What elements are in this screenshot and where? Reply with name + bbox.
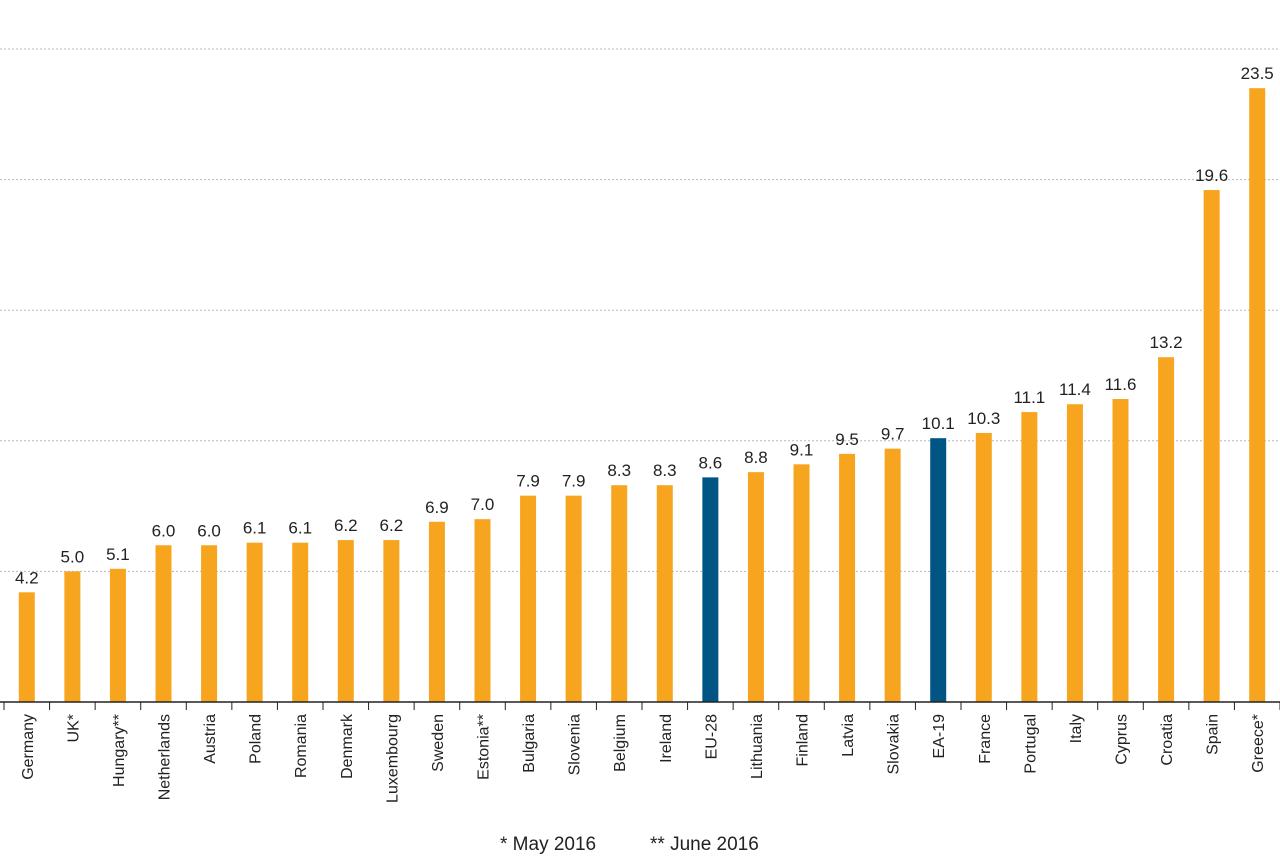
category-label: Denmark xyxy=(339,713,356,779)
value-label: 10.3 xyxy=(967,409,1000,428)
value-label: 5.1 xyxy=(106,545,130,564)
value-label: 11.4 xyxy=(1059,380,1091,399)
value-label: 9.5 xyxy=(835,430,859,449)
category-label: Germany xyxy=(20,714,37,780)
bar-uk xyxy=(64,571,81,702)
value-label: 9.7 xyxy=(881,425,905,444)
category-label: Austria xyxy=(202,714,219,764)
bar-lithuania xyxy=(747,472,764,702)
bar-hungary xyxy=(109,568,126,702)
category-label: Hungary** xyxy=(111,714,128,787)
value-label: 11.6 xyxy=(1105,375,1137,394)
value-label: 7.9 xyxy=(516,472,540,491)
value-label: 6.2 xyxy=(380,516,404,535)
category-label: Belgium xyxy=(612,714,629,772)
footnote-may: * May 2016 xyxy=(500,834,596,855)
bar-bulgaria xyxy=(520,495,537,702)
category-label: Slovakia xyxy=(886,714,903,775)
value-label: 19.6 xyxy=(1195,166,1228,185)
bar-ireland xyxy=(656,485,673,702)
bars xyxy=(18,88,1266,703)
bar-slovenia xyxy=(565,495,582,702)
value-label: 8.3 xyxy=(607,461,631,480)
category-label: EU-28 xyxy=(703,714,720,759)
value-labels: 4.2 5.0 5.1 6.0 6.0 6.1 6.1 6.2 6.2 6.9 7.0 7.9 7.9 8… xyxy=(15,64,1274,587)
category-label: EA-19 xyxy=(931,714,948,759)
category-label: France xyxy=(977,714,994,764)
category-label: UK* xyxy=(65,714,82,742)
value-label: 7.0 xyxy=(471,495,495,514)
value-label: 5.0 xyxy=(61,547,85,566)
value-label: 7.9 xyxy=(562,472,586,491)
category-label: Italy xyxy=(1068,714,1085,743)
value-label: 6.1 xyxy=(288,519,312,538)
bar-italy xyxy=(1066,404,1083,702)
bar-slovakia xyxy=(884,448,901,702)
bar-netherlands xyxy=(155,545,172,702)
category-label: Estonia** xyxy=(476,714,493,780)
value-label: 6.0 xyxy=(197,521,221,540)
value-label: 6.2 xyxy=(334,516,358,535)
bar-portugal xyxy=(1021,412,1038,702)
category-label: Spain xyxy=(1205,714,1222,755)
value-label: 6.0 xyxy=(152,521,176,540)
bar-latvia xyxy=(839,453,856,702)
bar-sweden xyxy=(428,521,445,702)
value-label: 8.3 xyxy=(653,461,677,480)
x-ticks xyxy=(3,702,1280,710)
bar-germany xyxy=(18,592,35,702)
bar-cyprus xyxy=(1112,399,1129,702)
category-label: Sweden xyxy=(430,714,447,772)
bar-estonia xyxy=(474,519,491,702)
value-label: 10.1 xyxy=(922,414,955,433)
value-label: 11.1 xyxy=(1013,388,1045,407)
category-label: Poland xyxy=(248,714,265,764)
bar-luxembourg xyxy=(383,540,400,702)
value-label: 8.6 xyxy=(699,453,723,472)
bar-eu-28 xyxy=(702,477,719,702)
value-label: 6.1 xyxy=(243,519,267,538)
bar-ea-19 xyxy=(930,438,947,702)
category-label: Slovenia xyxy=(567,714,584,775)
value-label: 4.2 xyxy=(15,568,39,587)
bar-denmark xyxy=(337,540,354,702)
bar-romania xyxy=(292,542,309,702)
value-label: 6.9 xyxy=(425,498,449,517)
category-label: Bulgaria xyxy=(521,714,538,773)
category-label: Ireland xyxy=(658,714,675,763)
value-label: 8.8 xyxy=(744,448,768,467)
bar-poland xyxy=(246,542,263,702)
category-labels: Germany UK* Hungary** Netherlands Austria Pol… xyxy=(20,713,1267,803)
category-label: Croatia xyxy=(1159,714,1176,766)
value-label: 9.1 xyxy=(790,440,814,459)
bar-spain xyxy=(1203,190,1220,702)
bar-croatia xyxy=(1158,357,1175,702)
bar-austria xyxy=(201,545,218,702)
category-label: Netherlands xyxy=(157,714,174,800)
category-label: Romania xyxy=(293,714,310,778)
category-label: Portugal xyxy=(1022,714,1039,774)
category-label: Finland xyxy=(795,714,812,766)
category-label: Luxembourg xyxy=(384,714,401,803)
gridlines xyxy=(0,48,1280,572)
category-label: Latvia xyxy=(840,714,857,757)
value-label: 13.2 xyxy=(1150,333,1183,352)
bar-france xyxy=(975,432,992,702)
bar-finland xyxy=(793,464,810,702)
category-label: Greece* xyxy=(1250,714,1267,773)
footnote-june: ** June 2016 xyxy=(650,834,759,855)
category-label: Cyprus xyxy=(1114,714,1131,765)
bar-belgium xyxy=(611,485,628,702)
value-label: 23.5 xyxy=(1241,64,1274,83)
bar-greece xyxy=(1249,88,1266,703)
category-label: Lithuania xyxy=(749,714,766,779)
